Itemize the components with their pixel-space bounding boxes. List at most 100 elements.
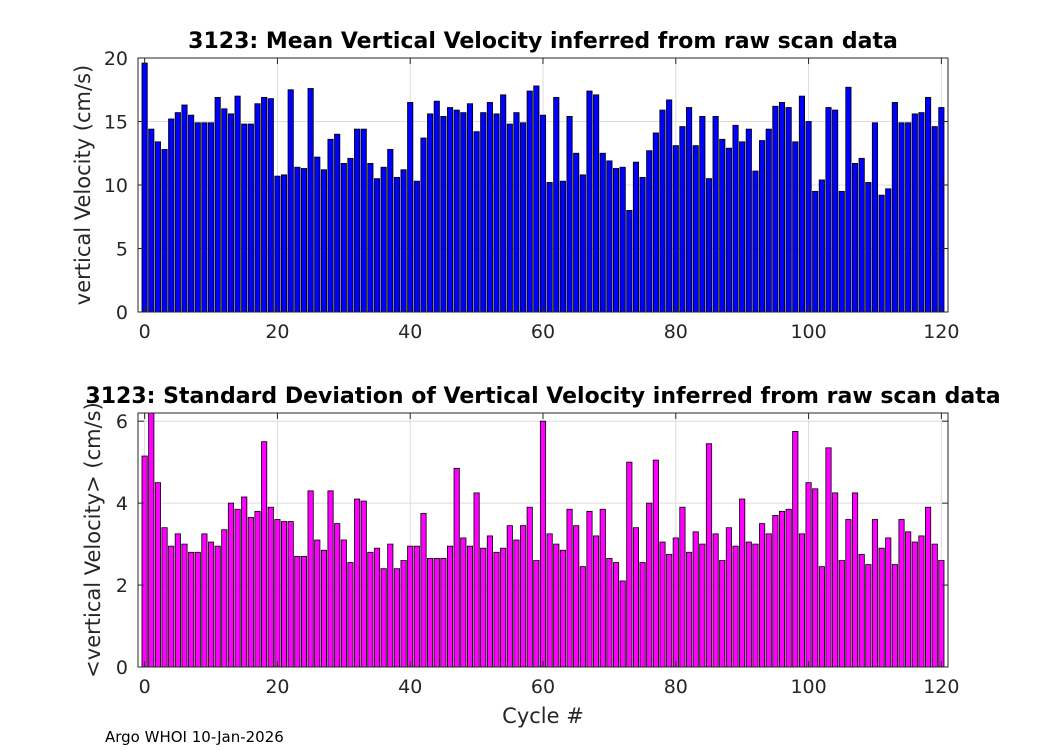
bar xyxy=(453,109,460,313)
bar xyxy=(500,547,507,668)
bar xyxy=(506,123,513,313)
bar xyxy=(559,180,566,313)
bar xyxy=(300,168,308,313)
bar xyxy=(141,455,148,668)
x-tick-label: 40 xyxy=(398,321,422,343)
bar xyxy=(539,114,547,313)
bar xyxy=(334,523,341,668)
bar xyxy=(812,488,819,668)
bar xyxy=(832,492,839,668)
bar xyxy=(759,140,766,313)
bar xyxy=(221,529,228,668)
bar xyxy=(433,100,440,313)
y-tick-label: 0 xyxy=(116,302,128,324)
bar xyxy=(407,102,414,313)
bar xyxy=(818,179,825,313)
bar xyxy=(254,510,261,668)
bar xyxy=(838,190,845,313)
x-tick-label: 120 xyxy=(923,676,959,698)
bar xyxy=(938,107,945,313)
bar xyxy=(194,122,201,313)
bar xyxy=(553,96,560,313)
y-tick-label: 15 xyxy=(104,112,128,134)
bar xyxy=(845,519,852,668)
bar xyxy=(480,547,487,668)
bar xyxy=(168,545,175,668)
bar xyxy=(141,62,148,313)
bar xyxy=(546,533,553,668)
bar xyxy=(433,558,440,668)
bar xyxy=(267,506,274,668)
x-tick-label: 0 xyxy=(139,676,151,698)
bar xyxy=(287,89,294,313)
bar xyxy=(885,537,892,668)
bar xyxy=(745,541,752,668)
bar xyxy=(261,96,268,313)
bar xyxy=(307,88,314,313)
bar xyxy=(599,508,606,668)
bar xyxy=(785,508,792,668)
bar xyxy=(520,525,527,668)
bar xyxy=(227,113,235,313)
bar xyxy=(619,166,626,313)
bar xyxy=(221,108,228,313)
bar xyxy=(639,176,646,313)
y-tick-label: 2 xyxy=(116,575,128,597)
bar xyxy=(579,174,586,313)
bar xyxy=(712,116,719,313)
bar xyxy=(612,562,620,668)
bar xyxy=(360,500,367,668)
bar xyxy=(201,122,208,313)
bar xyxy=(851,163,859,313)
bar xyxy=(858,553,865,668)
bar xyxy=(354,498,361,668)
bar xyxy=(719,560,726,668)
bar xyxy=(241,123,248,313)
bar xyxy=(440,116,447,313)
bar xyxy=(871,122,879,313)
bar xyxy=(327,490,334,668)
bar xyxy=(626,209,633,313)
bar xyxy=(878,547,885,668)
bar xyxy=(778,102,786,313)
bar xyxy=(506,525,513,668)
bar xyxy=(812,190,819,313)
bar xyxy=(526,506,533,668)
bar xyxy=(632,161,640,313)
bar xyxy=(320,549,327,668)
bar xyxy=(606,160,613,313)
bar xyxy=(234,95,241,313)
bar xyxy=(148,128,155,313)
bar xyxy=(174,112,181,313)
bar xyxy=(646,150,653,313)
bar xyxy=(207,541,215,668)
bar xyxy=(427,113,434,313)
bar xyxy=(194,551,201,668)
bar xyxy=(161,149,168,313)
bar xyxy=(420,512,427,668)
bar xyxy=(639,562,646,668)
bar xyxy=(679,506,686,668)
bar xyxy=(931,543,938,668)
bar xyxy=(705,443,713,668)
bar xyxy=(905,531,912,668)
bar xyxy=(911,541,918,668)
bar xyxy=(798,95,805,313)
bar xyxy=(832,109,839,313)
bar xyxy=(227,502,235,668)
bar xyxy=(466,103,474,313)
bar xyxy=(778,510,786,668)
bar xyxy=(858,157,865,313)
bar xyxy=(513,112,520,313)
bar xyxy=(891,564,898,668)
bar xyxy=(427,558,434,668)
bar xyxy=(659,541,666,668)
bar xyxy=(407,545,414,668)
bar xyxy=(666,99,673,313)
bar xyxy=(354,128,361,313)
bar xyxy=(294,166,301,313)
bar xyxy=(818,566,825,668)
bar xyxy=(174,533,181,668)
bar xyxy=(739,498,746,668)
